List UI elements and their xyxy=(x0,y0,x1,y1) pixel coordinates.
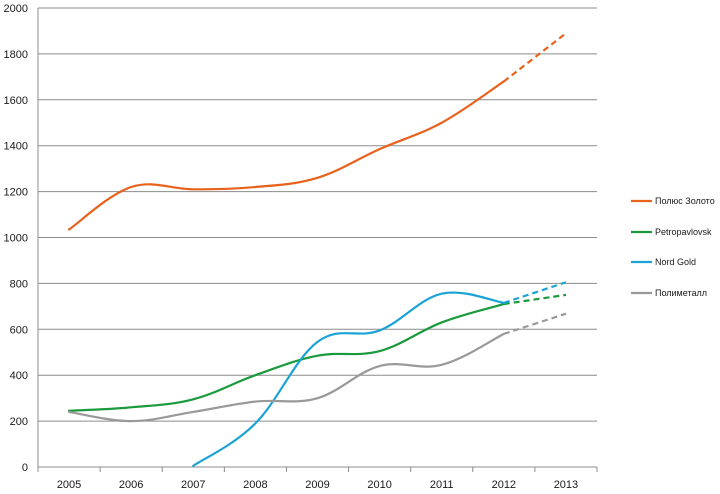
y-tick-label: 1200 xyxy=(4,187,28,199)
y-tick-label: 0 xyxy=(22,462,28,474)
y-tick-label: 2000 xyxy=(4,3,28,15)
legend: Полюс Золото Petropavlovsk Nord Gold Полиме… xyxy=(631,196,715,298)
x-tick-label: 2006 xyxy=(119,479,143,491)
y-tick-label: 1400 xyxy=(4,141,28,153)
x-tick-label: 2011 xyxy=(430,479,454,491)
x-tick-label: 2009 xyxy=(305,479,329,491)
series-line-полюс-золото xyxy=(67,80,505,231)
x-tick-label: 2013 xyxy=(554,479,578,491)
y-tick-label: 1600 xyxy=(4,95,28,107)
x-tick-label: 2008 xyxy=(243,479,267,491)
legend-label: Petropavlovsk xyxy=(655,227,712,237)
x-axis: 2005 2006 2007 2008 2009 2010 2011 2012 2013 xyxy=(37,467,598,491)
legend-label: Nord Gold xyxy=(655,257,696,267)
y-tick-label: 1800 xyxy=(4,49,28,61)
series-forecast-полюс-золото xyxy=(503,32,567,83)
series-line-nord-gold xyxy=(192,291,505,467)
series-lines xyxy=(67,32,567,467)
legend-label: Полиметалл xyxy=(655,288,707,298)
y-axis: 0 200 400 600 800 1000 1200 1400 1600 1800 2000 xyxy=(4,3,28,474)
y-tick-label: 1000 xyxy=(4,233,28,245)
x-tick-label: 2012 xyxy=(492,479,516,491)
y-tick-label: 400 xyxy=(10,370,28,382)
series-forecast-полиметалл xyxy=(503,312,567,335)
y-tick-label: 800 xyxy=(10,278,28,290)
series-line-petropavlovsk xyxy=(67,302,505,412)
y-tick-label: 200 xyxy=(10,416,28,428)
x-tick-label: 2010 xyxy=(367,479,391,491)
x-tick-label: 2005 xyxy=(57,479,81,491)
series-forecast-petropavlovsk xyxy=(503,293,567,306)
y-tick-label: 600 xyxy=(10,324,28,336)
legend-label: Полюс Золото xyxy=(655,196,715,206)
series-forecast-nord-gold xyxy=(503,281,567,304)
x-tick-label: 2007 xyxy=(181,479,205,491)
series-line-полиметалл xyxy=(67,332,505,423)
